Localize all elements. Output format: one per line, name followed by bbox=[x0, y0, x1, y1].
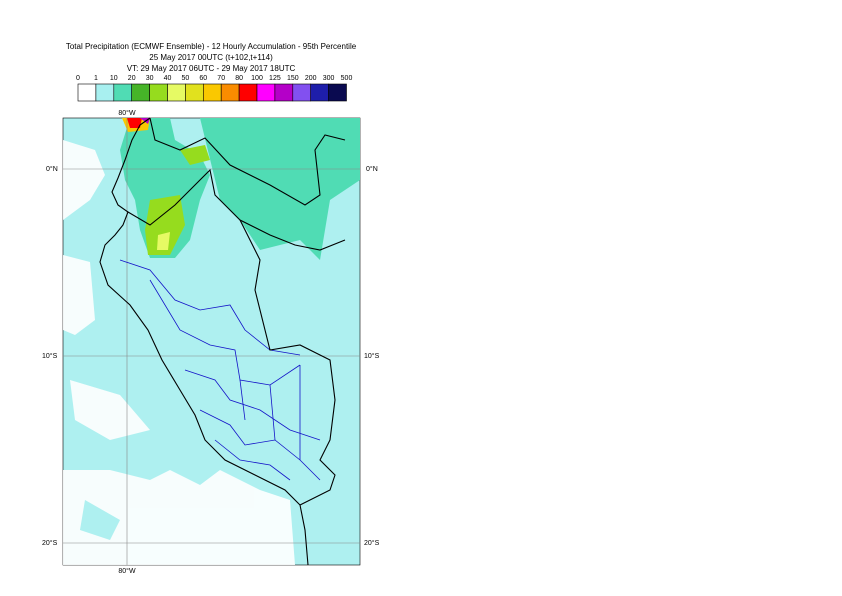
legend-swatch bbox=[113, 83, 133, 102]
lat-label: 10°S bbox=[42, 352, 58, 360]
legend-swatch bbox=[328, 83, 347, 102]
wet-areas bbox=[120, 118, 360, 260]
legend-swatch bbox=[167, 83, 186, 102]
legend-label: 30 bbox=[146, 75, 154, 82]
lon-label: 80°W bbox=[118, 109, 136, 117]
region-borders bbox=[119, 259, 321, 481]
legend-label: 500 bbox=[341, 75, 353, 82]
legend-swatch bbox=[203, 83, 222, 102]
legend-swatch bbox=[131, 83, 150, 102]
map bbox=[62, 117, 361, 566]
legend-label: 80 bbox=[235, 75, 243, 82]
legend-label: 0 bbox=[76, 75, 80, 82]
title-line: Total Precipitation (ECMWF Ensemble) - 1… bbox=[66, 42, 357, 51]
legend-swatch bbox=[77, 83, 97, 102]
lat-label: 0°N bbox=[366, 165, 378, 173]
lon-label: 80°W bbox=[118, 567, 136, 575]
legend-label: 300 bbox=[323, 75, 335, 82]
legend-swatch bbox=[256, 83, 276, 102]
legend-swatch bbox=[95, 83, 115, 102]
legend: 0 1 10 20 30 40 50 60 70 80 100 125 150 200 300 500 bbox=[76, 75, 353, 102]
lat-label: 20°S bbox=[364, 539, 380, 547]
legend-swatch bbox=[274, 83, 294, 102]
legend-label: 200 bbox=[305, 75, 317, 82]
legend-swatch bbox=[220, 83, 240, 102]
legend-label: 60 bbox=[199, 75, 207, 82]
lat-label: 0°N bbox=[46, 165, 58, 173]
title-line: 25 May 2017 00UTC (t+102,t+114) bbox=[149, 53, 273, 62]
legend-swatch bbox=[238, 83, 258, 102]
legend-swatch bbox=[185, 83, 204, 102]
legend-label: 50 bbox=[182, 75, 190, 82]
dry-areas bbox=[63, 140, 295, 565]
legend-swatch bbox=[310, 83, 329, 102]
legend-label: 20 bbox=[128, 75, 136, 82]
legend-label: 125 bbox=[269, 75, 281, 82]
legend-label: 100 bbox=[251, 75, 263, 82]
lat-label: 10°S bbox=[364, 352, 380, 360]
legend-label: 1 bbox=[94, 75, 98, 82]
title-line: VT: 29 May 2017 06UTC - 29 May 2017 18UT… bbox=[127, 64, 296, 73]
lat-label: 20°S bbox=[42, 539, 58, 547]
coastline bbox=[99, 117, 346, 566]
legend-label: 150 bbox=[287, 75, 299, 82]
legend-label: 40 bbox=[164, 75, 172, 82]
legend-label: 70 bbox=[217, 75, 225, 82]
legend-swatch bbox=[292, 83, 311, 102]
legend-swatch bbox=[149, 83, 168, 102]
graticule bbox=[63, 118, 360, 565]
legend-label: 10 bbox=[110, 75, 118, 82]
